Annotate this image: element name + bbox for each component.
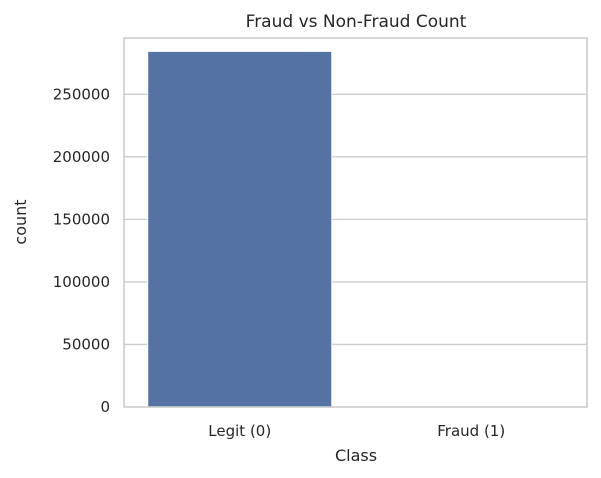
x-tick-label: Fraud (1) [437, 422, 505, 440]
y-tick-label: 250000 [53, 85, 110, 103]
x-axis-label: Class [335, 446, 377, 465]
y-tick-labels: 0 50000 100000 150000 200000 250000 [53, 85, 110, 416]
bar [147, 50, 333, 408]
y-axis-label: count [11, 199, 30, 244]
y-tick-label: 150000 [53, 210, 110, 228]
y-tick-label: 100000 [53, 273, 110, 291]
chart-title: Fraud vs Non-Fraud Count [246, 12, 467, 32]
y-tick-label: 0 [100, 398, 110, 416]
y-tick-label: 50000 [62, 335, 110, 353]
bar-layer [147, 50, 564, 408]
x-tick-labels: Legit (0) Fraud (1) [208, 422, 505, 440]
plot-frame [123, 37, 588, 408]
y-tick-label: 200000 [53, 148, 110, 166]
x-tick-label: Legit (0) [208, 422, 271, 440]
